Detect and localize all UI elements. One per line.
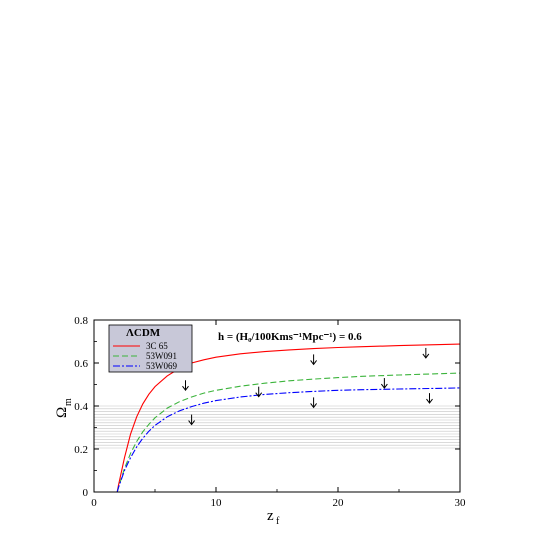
x-axis-title-subscript: f — [276, 516, 280, 527]
legend-label-53w091: 53W091 — [146, 351, 177, 361]
series-line-1 — [116, 372, 460, 492]
y-axis-title: Ω — [54, 407, 70, 418]
y-tick-label: 0.2 — [74, 444, 88, 456]
legend-title: ΛCDM — [126, 327, 161, 339]
annotation-hubble: h = (H₀/100Kms⁻¹Mpc⁻¹) = 0.6 — [218, 331, 362, 343]
y-axis-title-group: Ω m — [54, 398, 74, 418]
x-axis-title: z — [267, 508, 274, 524]
upper-limit-arrow — [310, 354, 317, 366]
y-tick-label: 0.8 — [74, 315, 88, 327]
upper-limit-arrow — [380, 378, 388, 389]
legend-label-3c65: 3C 65 — [146, 341, 168, 351]
y-tick-label: 0.6 — [74, 358, 88, 370]
y-tick-label: 0.4 — [74, 401, 88, 413]
y-axis-title-subscript: m — [63, 398, 74, 406]
x-tick-label: 20 — [333, 497, 345, 509]
legend: ΛCDM 3C 65 53W091 53W069 — [108, 324, 193, 373]
x-tick-label: 0 — [91, 497, 97, 509]
y-tick-label: 0 — [83, 487, 89, 499]
series-line-0 — [116, 343, 460, 492]
x-tick-label: 30 — [455, 497, 467, 509]
upper-limit-arrow — [188, 414, 195, 426]
upper-limit-arrow — [310, 397, 317, 409]
legend-box — [108, 324, 193, 373]
upper-limit-arrow — [422, 347, 430, 359]
upper-limit-arrow — [182, 380, 189, 392]
series-line-2 — [116, 387, 460, 492]
upper-limit-arrow — [426, 393, 433, 404]
upper-limit-arrow — [255, 386, 263, 398]
x-tick-label: 10 — [211, 497, 223, 509]
shaded-band — [94, 405, 460, 449]
legend-label-53w069: 53W069 — [146, 361, 177, 371]
